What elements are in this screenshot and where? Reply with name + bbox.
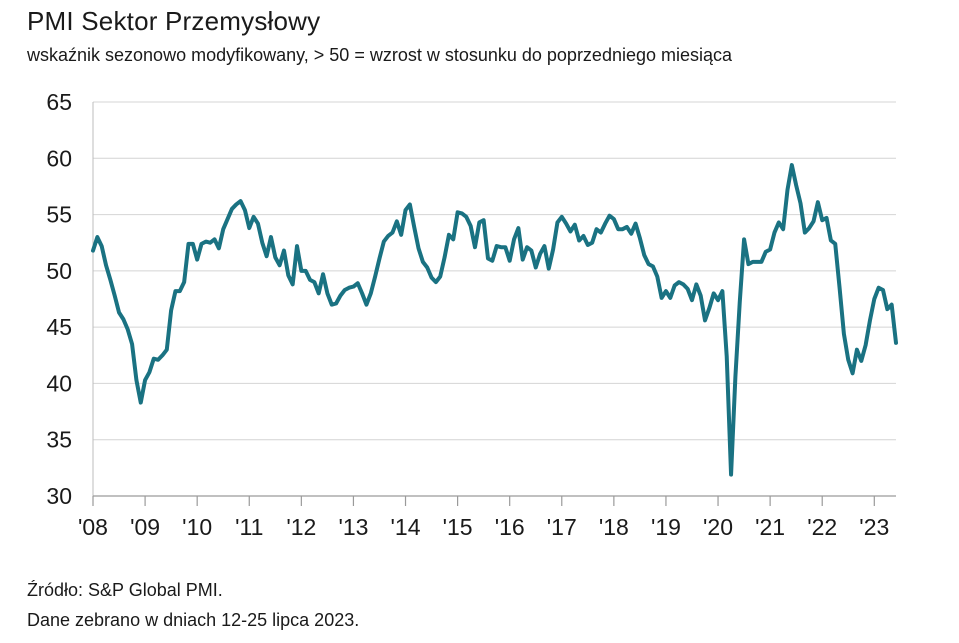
x-tick-label-2019: '19	[651, 514, 681, 540]
series-line-0	[91, 163, 898, 477]
y-tick-label-40: 40	[46, 370, 72, 396]
y-tick-label-60: 60	[46, 145, 72, 171]
x-tick-label-2022: '22	[807, 514, 837, 540]
source-note: Źródło: S&P Global PMI.	[27, 580, 223, 600]
x-tick-label-2014: '14	[391, 514, 421, 540]
axes	[92, 102, 896, 506]
x-tick-label-2013: '13	[338, 514, 368, 540]
chart-title: PMI Sektor Przemysłowy	[27, 6, 321, 36]
x-tick-label-2023: '23	[859, 514, 889, 540]
y-tick-label-55: 55	[46, 202, 72, 228]
x-tick-label-2021: '21	[755, 514, 785, 540]
y-tick-label-45: 45	[46, 314, 72, 340]
x-tick-label-2011: '11	[235, 514, 263, 540]
y-tick-label-50: 50	[46, 258, 72, 284]
y-tick-label-30: 30	[46, 483, 72, 509]
x-axis-tick-labels: '08 '09 '10 '11 '12 '13 '14 '15 '16 '17 '18 '19 '20 '…	[78, 514, 889, 540]
x-tick-label-2020: '20	[703, 514, 733, 540]
x-tick-label-2018: '18	[599, 514, 629, 540]
chart-subtitle: wskaźnik sezonowo modyfikowany, > 50 = w…	[27, 45, 733, 65]
x-tick-label-2008: '08	[78, 514, 108, 540]
gridlines	[93, 101, 896, 441]
y-tick-label-65: 65	[46, 89, 72, 115]
x-tick-label-2010: '10	[182, 514, 212, 540]
x-tick-label-2015: '15	[443, 514, 473, 540]
y-tick-label-35: 35	[46, 427, 72, 453]
x-tick-label-2012: '12	[286, 514, 316, 540]
collection-date-note: Dane zebrano w dniach 12-25 lipca 2023.	[27, 610, 360, 630]
x-tick-label-2016: '16	[495, 514, 525, 540]
y-axis-tick-labels: 30 35 40 45 50 55 60 65	[46, 89, 72, 509]
x-tick-label-2009: '09	[130, 514, 160, 540]
x-tick-label-2017: '17	[547, 514, 577, 540]
series-layer	[91, 163, 898, 477]
